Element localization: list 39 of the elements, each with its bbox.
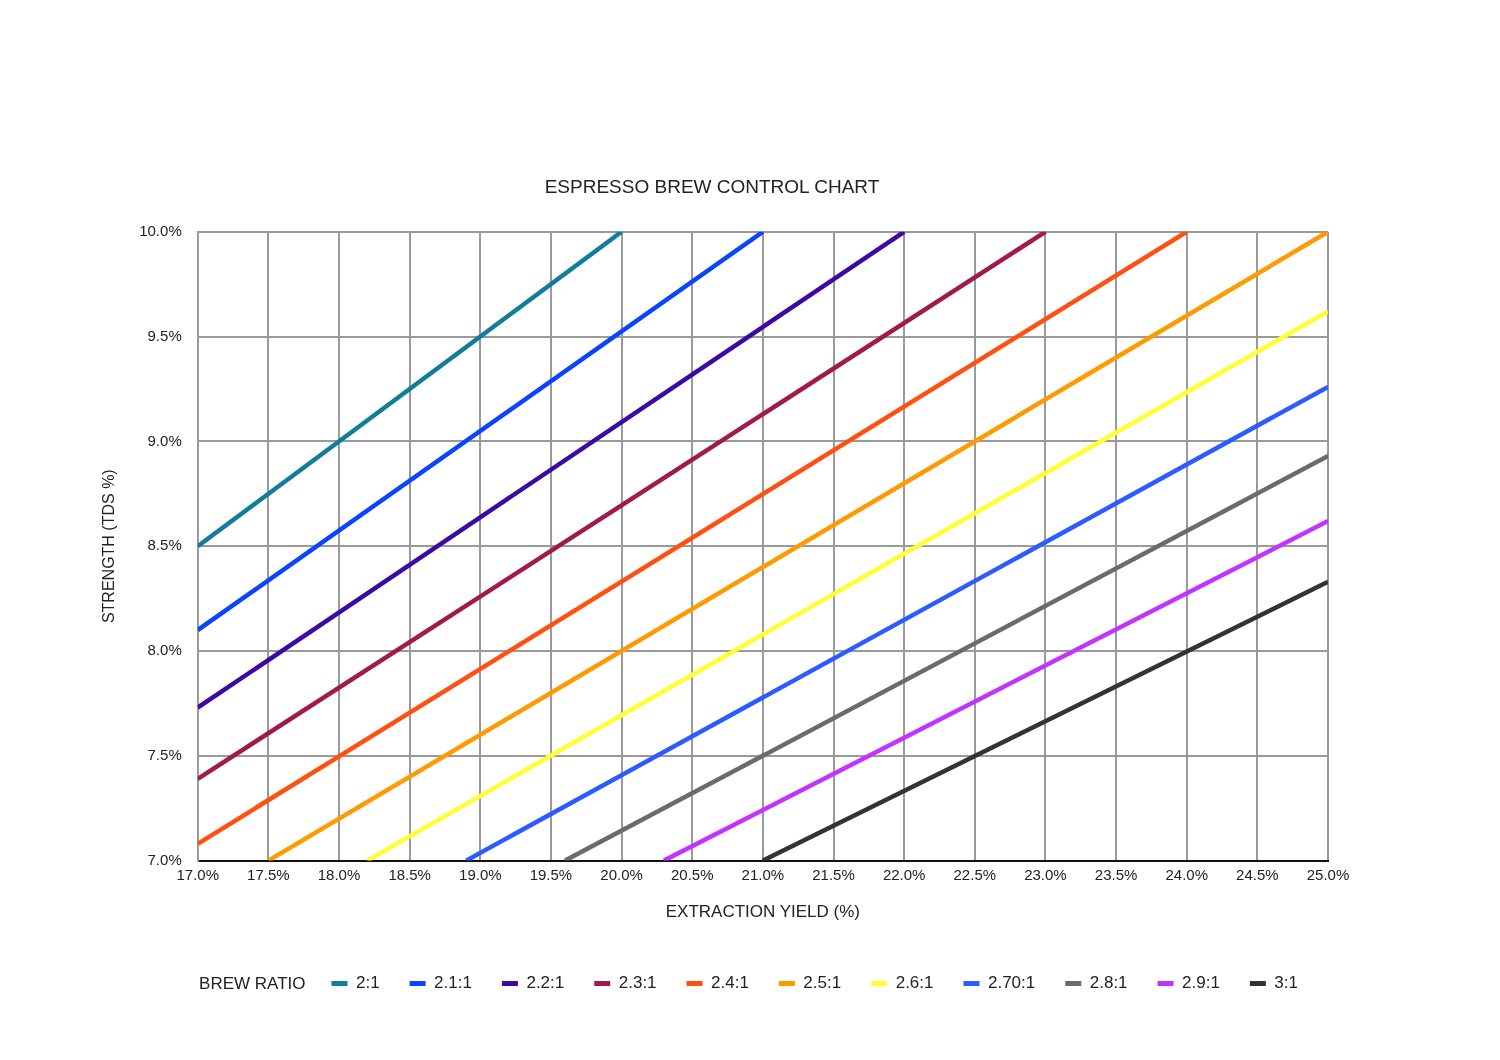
x-tick-label: 19.0% xyxy=(459,865,502,883)
x-tick-label: 24.0% xyxy=(1165,865,1208,883)
legend-label: 2.3:1 xyxy=(618,973,657,993)
x-tick-label: 18.5% xyxy=(388,865,431,883)
x-tick-label: 17.0% xyxy=(176,865,220,883)
x-axis-title: EXTRACTION YIELD (%) xyxy=(665,902,861,922)
legend-label: 3:1 xyxy=(1274,973,1299,993)
x-tick-label: 23.5% xyxy=(1094,865,1138,883)
legend-label: 2.1:1 xyxy=(434,973,472,993)
x-tick-label: 24.5% xyxy=(1236,865,1279,883)
x-tick-label: 17.5% xyxy=(247,865,290,883)
legend-title: BREW RATIO xyxy=(199,974,306,994)
y-axis-title: STRENGTH (TDS %) xyxy=(100,469,118,624)
x-tick-label: 22.5% xyxy=(953,865,997,883)
legend-label: 2.70:1 xyxy=(987,973,1036,993)
x-tick-label: 21.5% xyxy=(812,865,855,883)
y-tick-label: 9.5% xyxy=(147,326,182,344)
legend-label: 2.9:1 xyxy=(1182,973,1220,993)
chart-title: ESPRESSO BREW CONTROL CHART xyxy=(544,175,880,197)
x-tick-label: 20.5% xyxy=(670,865,714,883)
legend-label: 2.5:1 xyxy=(803,973,842,993)
legend-label: 2.2:1 xyxy=(526,973,565,993)
y-tick-label: 10.0% xyxy=(139,221,182,239)
x-tick-label: 18.0% xyxy=(317,865,361,883)
x-tick-label: 25.0% xyxy=(1306,865,1350,883)
legend-label: 2.4:1 xyxy=(711,973,749,993)
x-tick-label: 20.0% xyxy=(600,865,643,883)
x-tick-label: 22.0% xyxy=(882,865,926,883)
legend-label: 2.8:1 xyxy=(1089,973,1128,993)
legend-label: 2.6:1 xyxy=(895,973,934,993)
y-tick-label: 7.0% xyxy=(147,850,182,868)
x-tick-label: 19.5% xyxy=(529,865,573,883)
y-tick-label: 9.0% xyxy=(147,431,182,449)
y-tick-label: 8.5% xyxy=(147,536,182,554)
legend-label: 2:1 xyxy=(355,973,380,993)
y-tick-label: 8.0% xyxy=(147,641,182,659)
y-tick-label: 7.5% xyxy=(147,745,182,763)
x-tick-label: 21.0% xyxy=(741,865,785,883)
x-tick-label: 23.0% xyxy=(1024,865,1067,883)
